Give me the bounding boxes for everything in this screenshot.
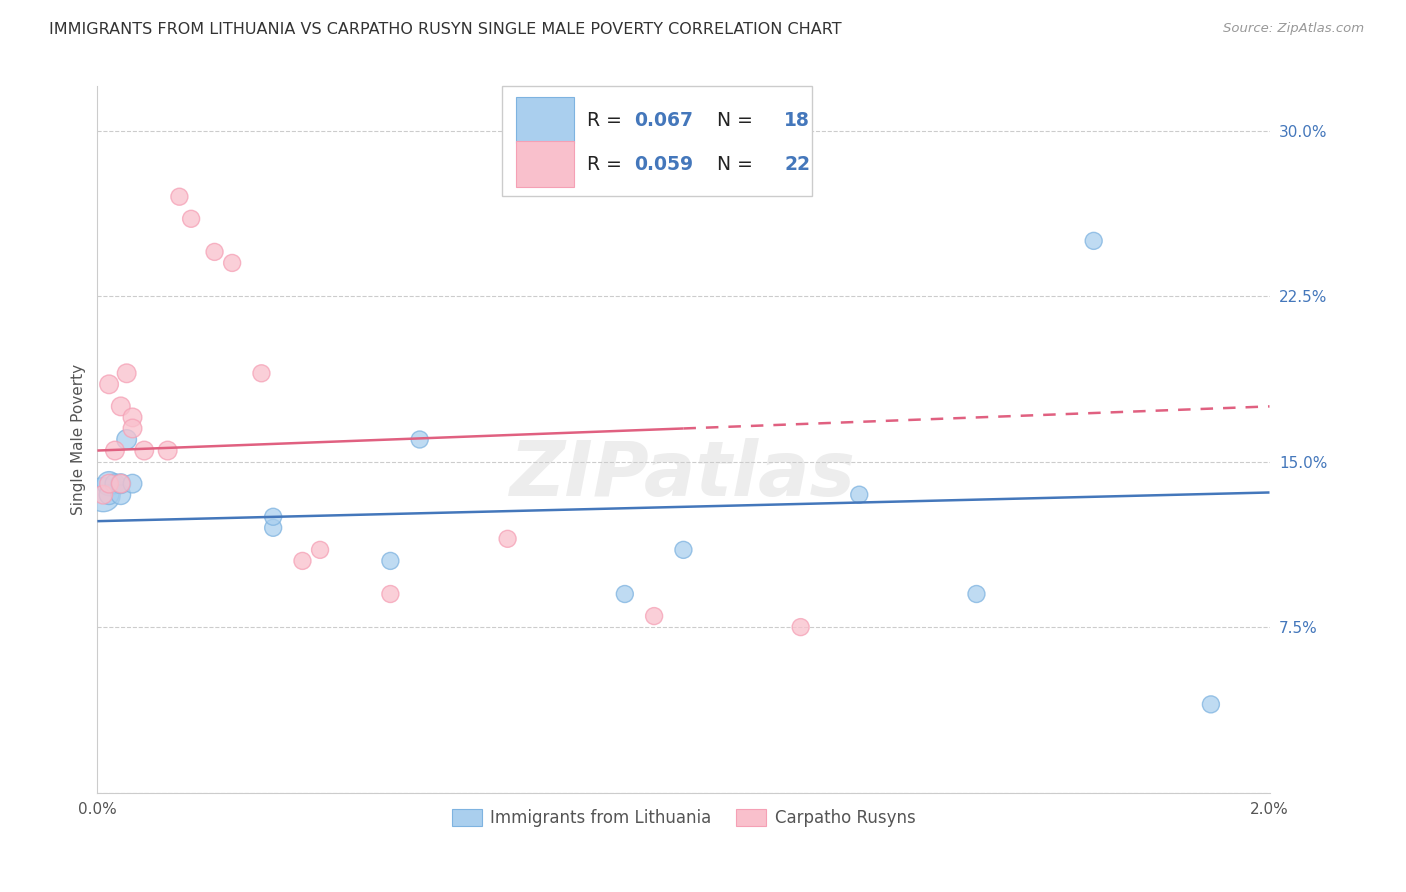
- Point: [309, 542, 332, 557]
- Point: [115, 366, 138, 380]
- Point: [204, 244, 226, 259]
- Point: [121, 476, 143, 491]
- Point: [848, 488, 870, 502]
- Point: [380, 554, 402, 568]
- Point: [409, 433, 432, 447]
- Text: Source: ZipAtlas.com: Source: ZipAtlas.com: [1223, 22, 1364, 36]
- Point: [643, 609, 665, 624]
- Point: [91, 488, 114, 502]
- Legend: Immigrants from Lithuania, Carpatho Rusyns: Immigrants from Lithuania, Carpatho Rusy…: [444, 802, 922, 834]
- Text: 0.059: 0.059: [634, 155, 693, 174]
- Y-axis label: Single Male Poverty: Single Male Poverty: [72, 364, 86, 515]
- Point: [966, 587, 988, 601]
- Bar: [516, 97, 575, 143]
- Point: [156, 443, 179, 458]
- Point: [98, 476, 121, 491]
- Point: [496, 532, 519, 546]
- Point: [262, 509, 284, 524]
- Point: [121, 421, 143, 435]
- Bar: [516, 142, 575, 187]
- Point: [380, 587, 402, 601]
- Point: [169, 190, 191, 204]
- Point: [291, 554, 314, 568]
- Point: [134, 443, 156, 458]
- Point: [789, 620, 811, 634]
- Point: [110, 476, 132, 491]
- Text: IMMIGRANTS FROM LITHUANIA VS CARPATHO RUSYN SINGLE MALE POVERTY CORRELATION CHAR: IMMIGRANTS FROM LITHUANIA VS CARPATHO RU…: [49, 22, 842, 37]
- Text: 22: 22: [785, 155, 810, 174]
- Text: R =: R =: [588, 111, 628, 129]
- Text: N =: N =: [699, 155, 759, 174]
- Point: [104, 476, 127, 491]
- Point: [98, 377, 121, 392]
- Point: [98, 476, 121, 491]
- Point: [1199, 698, 1222, 712]
- Point: [110, 476, 132, 491]
- Point: [262, 521, 284, 535]
- Point: [110, 488, 132, 502]
- Point: [613, 587, 636, 601]
- Point: [250, 366, 273, 380]
- Point: [180, 211, 202, 226]
- Point: [121, 410, 143, 425]
- Point: [98, 488, 121, 502]
- Point: [110, 400, 132, 414]
- Point: [221, 256, 243, 270]
- Text: N =: N =: [699, 111, 759, 129]
- Point: [115, 433, 138, 447]
- Point: [1083, 234, 1105, 248]
- Text: 0.067: 0.067: [634, 111, 693, 129]
- FancyBboxPatch shape: [502, 87, 813, 196]
- Point: [104, 443, 127, 458]
- Text: 18: 18: [785, 111, 810, 129]
- Text: ZIPatlas: ZIPatlas: [510, 438, 856, 512]
- Point: [91, 488, 114, 502]
- Text: R =: R =: [588, 155, 628, 174]
- Point: [672, 542, 695, 557]
